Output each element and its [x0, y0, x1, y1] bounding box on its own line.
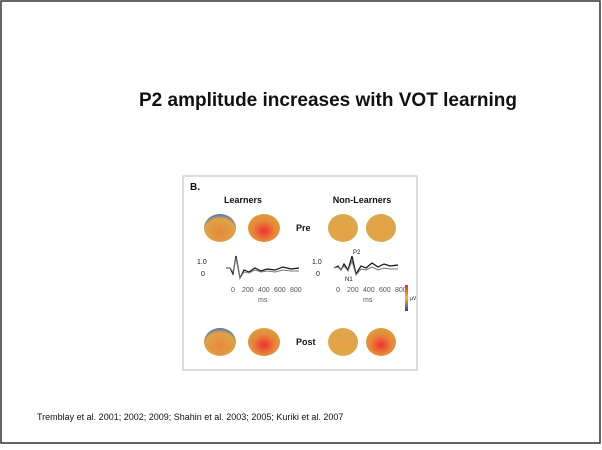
- peak-label: P2: [353, 250, 361, 256]
- group-label: Learners: [224, 195, 262, 205]
- tick-label: 0: [231, 287, 235, 294]
- axis-label: ms: [363, 297, 373, 304]
- tick-label: 600: [274, 287, 286, 294]
- head-map: [248, 328, 280, 356]
- tick-label: 800: [290, 287, 302, 294]
- head-map: [204, 214, 236, 242]
- head-map: [366, 214, 396, 242]
- axis-label: ms: [258, 297, 268, 304]
- scale-label: 0: [201, 271, 205, 278]
- color-bar: [405, 285, 408, 311]
- row-label: Post: [296, 337, 316, 347]
- tick-label: 200: [242, 287, 254, 294]
- head-map: [328, 214, 358, 242]
- slide: P2 amplitude increases with VOT learning…: [0, 0, 602, 445]
- tick-label: 200: [347, 287, 359, 294]
- citation: Tremblay et al. 2001; 2002; 2009; Shahin…: [37, 412, 343, 422]
- group-label: Non-Learners: [333, 195, 392, 205]
- head-map: [204, 328, 236, 356]
- scale-label: 1.0: [197, 259, 207, 266]
- tick-label: 600: [379, 287, 391, 294]
- peak-label: N1: [345, 277, 353, 283]
- unit-label: µV: [410, 296, 417, 302]
- head-map: [366, 328, 396, 356]
- slide-title: P2 amplitude increases with VOT learning: [139, 90, 517, 111]
- tick-label: 0: [336, 287, 340, 294]
- row-label: Pre: [296, 223, 311, 233]
- figure: B. Learners Non-Learners Pre 1.0 0 1.0 0…: [183, 176, 417, 370]
- panel-label: B.: [190, 182, 200, 193]
- tick-label: 400: [363, 287, 375, 294]
- scale-label: 0: [316, 271, 320, 278]
- scale-label: 1.0: [312, 259, 322, 266]
- head-map: [328, 328, 358, 356]
- head-map: [248, 214, 280, 242]
- tick-label: 400: [258, 287, 270, 294]
